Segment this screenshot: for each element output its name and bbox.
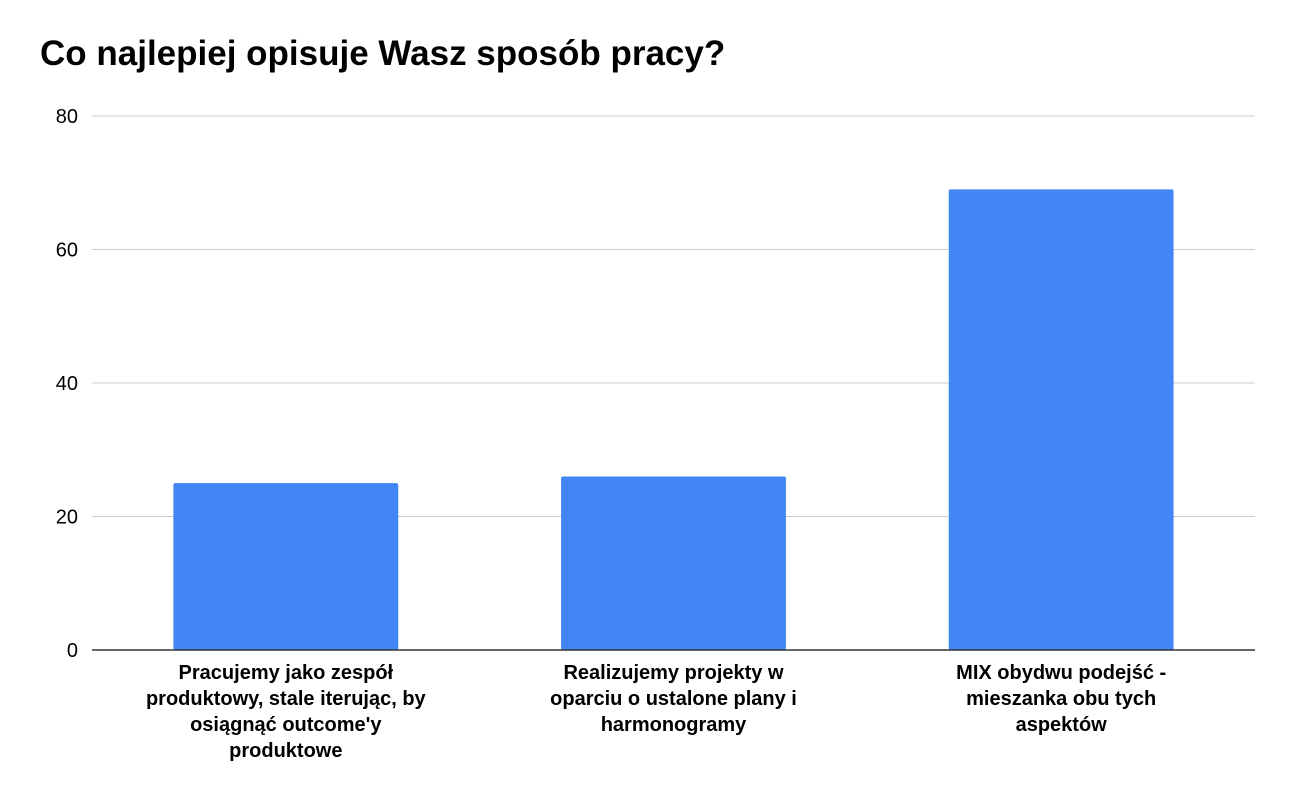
x-tick-label: Realizujemy projekty w oparciu o ustalone… xyxy=(550,662,797,736)
y-tick-label: 60 xyxy=(56,240,78,262)
bar xyxy=(173,483,399,650)
bars xyxy=(173,189,1174,651)
y-tick-label: 80 xyxy=(56,106,78,128)
x-tick-label-line: osiągnąć outcome'y xyxy=(190,714,382,736)
y-tick-label: 20 xyxy=(56,507,78,529)
x-tick-label-line: MIX obydwu podejść - xyxy=(956,662,1166,684)
x-tick-label-line: mieszanka obu tych xyxy=(966,688,1156,710)
bar xyxy=(948,189,1174,651)
x-tick-label-line: produktowe xyxy=(229,740,342,762)
bar xyxy=(561,476,786,650)
x-tick-label-line: Pracujemy jako zespół xyxy=(179,662,394,684)
chart-title: Co najlepiej opisuje Wasz sposób pracy? xyxy=(40,34,726,73)
y-tick-label: 0 xyxy=(67,640,78,662)
y-tick-label: 40 xyxy=(56,373,78,395)
x-tick-label-line: produktowy, stale iterując, by xyxy=(146,688,427,710)
x-tick-label-line: Realizujemy projekty w xyxy=(563,662,784,684)
x-tick-label: MIX obydwu podejść - mieszanka obu tych as… xyxy=(956,662,1166,736)
labels: 0 20 40 60 80 Pracujemy jako zespół produktowy… xyxy=(56,106,1166,762)
x-tick-label-line: aspektów xyxy=(1016,714,1108,736)
x-tick-label-line: harmonogramy xyxy=(601,714,747,736)
x-tick-label-line: oparciu o ustalone plany i xyxy=(550,688,797,710)
x-tick-label: Pracujemy jako zespół produktowy, stale i… xyxy=(146,662,427,762)
